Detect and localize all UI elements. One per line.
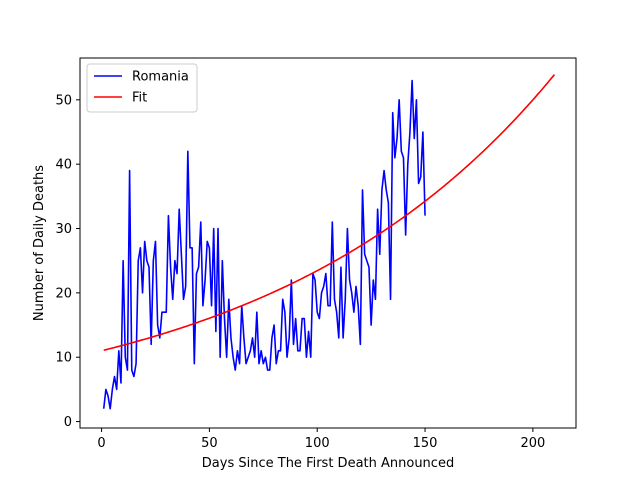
y-axis: 0 10 20 30 40 50 (55, 93, 80, 430)
x-tick-label: 50 (201, 436, 218, 451)
x-axis: 0 50 100 150 200 (97, 428, 545, 451)
y-tick-label: 40 (55, 158, 72, 173)
series-line-romania (102, 79, 426, 410)
legend-label-fit: Fit (132, 91, 147, 106)
x-tick-label: 0 (97, 436, 105, 451)
y-tick-label: 0 (64, 415, 72, 430)
plot-frame (79, 57, 577, 429)
y-tick-label: 20 (55, 286, 72, 301)
legend-label-romania: Romania (132, 70, 189, 85)
y-tick-label: 50 (55, 93, 72, 108)
legend: Romania Fit (86, 63, 198, 113)
plot-area (102, 74, 556, 410)
y-axis-label: Number of Daily Deaths (32, 165, 47, 321)
x-tick-label: 200 (520, 436, 545, 451)
y-tick-label: 30 (55, 222, 72, 237)
x-tick-label: 100 (305, 436, 330, 451)
y-tick-label: 10 (55, 351, 72, 366)
x-tick-label: 150 (413, 436, 438, 451)
x-axis-label: Days Since The First Death Announced (202, 456, 454, 471)
series-line-fit (103, 74, 556, 352)
